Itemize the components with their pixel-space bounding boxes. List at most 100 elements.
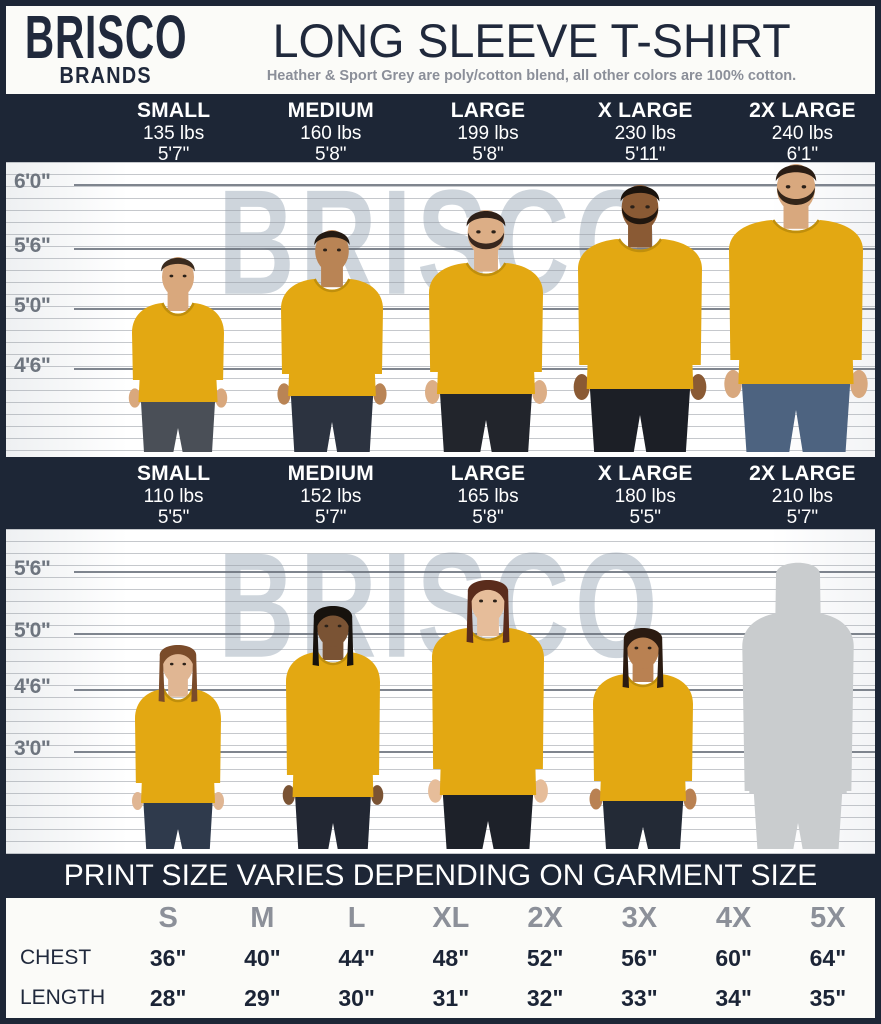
mens-model-row (101, 162, 875, 457)
table-cell-chest-l: 44" (338, 944, 375, 971)
placeholder-silhouette-svg (741, 562, 854, 849)
ruler-label-0: 5'6" (14, 557, 51, 580)
womens-size-column-x-large: X LARGE 180 lbs 5'5" (567, 457, 724, 529)
womens-model-large (411, 529, 566, 854)
ruler-label-2: 4'6" (14, 675, 51, 698)
ruler-major-line-0 (74, 571, 875, 573)
table-column-header-m: M (250, 901, 275, 934)
table-cell-length-5x: 35" (809, 984, 847, 1011)
model-wearing-long-sleeve-tee (717, 162, 875, 457)
ruler-label-1: 5'0" (14, 619, 51, 642)
model-figure-svg (277, 230, 387, 452)
page-title: LONG SLEEVE T-SHIRT (272, 13, 791, 67)
size-height: 5'7" (157, 144, 190, 165)
mens-photo-panel: BRISCO 6'0"5'6"5'0"4'6" (6, 162, 875, 457)
size-weight: 110 lbs (143, 486, 204, 507)
mens-size-columns: SMALL 135 lbs 5'7" MEDIUM 160 lbs 5'8" LARGE 19… (95, 94, 881, 165)
table-column-header-xl: XL (432, 901, 470, 934)
table-row-cells: 28" 29" 30" 31" 32" 33" 34" 35" (121, 985, 875, 1012)
table-row-label: CHEST (20, 946, 92, 969)
model-figure-svg (132, 645, 225, 849)
table-cell-chest-3x: 56" (621, 944, 658, 971)
model-figure-svg (128, 257, 228, 452)
model-wearing-long-sleeve-tee (270, 573, 396, 854)
size-weight: 160 lbs (300, 123, 362, 144)
size-weight: 180 lbs (614, 486, 676, 507)
womens-size-column-large: LARGE 165 lbs 5'8" (409, 457, 566, 529)
womens-size-columns: SMALL 110 lbs 5'5" MEDIUM 152 lbs 5'7" LARGE 16… (95, 457, 881, 529)
mens-size-column-2x-large: 2X LARGE 240 lbs 6'1" (724, 94, 881, 165)
band-gutter (0, 457, 95, 529)
table-cell-chest-xl: 48" (432, 944, 470, 971)
model-figure-svg (425, 210, 547, 452)
table-row-label: LENGTH (20, 986, 106, 1009)
size-height: 6'1" (786, 144, 819, 165)
measurements-table: S M L XL 2X 3X 4X 5X CHEST 36" 40" 44" 48" 52" 56" 60"… (6, 898, 875, 1018)
table-cell-length-2x: 32" (526, 984, 564, 1011)
womens-model-medium (256, 529, 411, 854)
size-height: 5'8" (472, 144, 504, 165)
mens-model-2x-large (717, 162, 875, 457)
size-weight: 230 lbs (614, 123, 676, 144)
table-column-header-l: L (347, 901, 366, 934)
model-figure-svg (589, 628, 697, 849)
model-wearing-long-sleeve-tee (419, 559, 557, 854)
womens-model-x-large (565, 529, 720, 854)
table-header-row: S M L XL 2X 3X 4X 5X (6, 898, 875, 938)
size-height: 5'7" (315, 507, 347, 528)
mens-size-column-x-large: X LARGE 230 lbs 5'11" (567, 94, 724, 165)
fabric-note: Heather & Sport Grey are poly/cotton ble… (266, 67, 797, 84)
table-row-chest: CHEST 36" 40" 44" 48" 52" 56" 60" 64" (6, 938, 875, 978)
ruler-label-1: 5'6" (14, 234, 51, 257)
table-column-header-3x: 3X (621, 901, 658, 934)
table-cell-chest-4x: 60" (715, 944, 752, 971)
womens-size-column-small: SMALL 110 lbs 5'5" (95, 457, 252, 529)
womens-model-2x-large (720, 529, 875, 854)
table-column-header-4x: 4X (715, 901, 752, 934)
size-weight: 135 lbs (142, 123, 205, 144)
brisco-brands-logo: BRISCO BRANDS (6, 6, 196, 94)
table-row-cells: 36" 40" 44" 48" 52" 56" 60" 64" (121, 945, 875, 972)
table-column-header-5x: 5X (810, 901, 846, 934)
logo-subtext: BRANDS (59, 62, 153, 88)
model-wearing-long-sleeve-tee (119, 591, 237, 854)
size-weight: 199 lbs (457, 123, 519, 144)
size-weight: 240 lbs (771, 123, 834, 144)
model-wearing-long-sleeve-tee (267, 190, 397, 457)
size-height: 5'5" (157, 507, 190, 528)
table-row-length: LENGTH 28" 29" 30" 31" 32" 33" 34" 35" (6, 978, 875, 1018)
title-block: LONG SLEEVE T-SHIRT Heather & Sport Grey… (196, 13, 875, 85)
size-height: 5'8" (315, 144, 347, 165)
model-figure-svg (428, 579, 548, 849)
womens-model-small (101, 529, 256, 854)
model-figure-svg (573, 185, 707, 452)
table-cell-chest-2x: 52" (526, 944, 564, 971)
table-column-header-2x: 2X (527, 901, 563, 934)
logo-wordmark: BRISCO (24, 3, 188, 73)
mens-model-x-large (563, 162, 717, 457)
table-cell-length-xl: 31" (432, 984, 470, 1011)
size-name: 2X LARGE (749, 462, 856, 485)
ruler-label-3: 4'6" (14, 354, 51, 377)
table-cell-length-m: 29" (244, 984, 281, 1011)
ruler-label-3: 3'0" (14, 737, 51, 760)
table-cell-chest-s: 36" (149, 944, 187, 971)
table-cell-length-3x: 33" (621, 984, 658, 1011)
mens-model-medium (255, 162, 409, 457)
table-cell-length-4x: 34" (715, 984, 752, 1011)
model-wearing-long-sleeve-tee (578, 583, 708, 854)
womens-model-row (101, 529, 875, 854)
header-bar: BRISCO BRANDS LONG SLEEVE T-SHIRT Heathe… (6, 6, 875, 94)
model-wearing-long-sleeve-tee (416, 180, 556, 457)
model-figure-svg (282, 606, 384, 849)
womens-size-column-medium: MEDIUM 152 lbs 5'7" (252, 457, 409, 529)
model-wearing-long-sleeve-tee (565, 167, 715, 457)
mens-size-column-medium: MEDIUM 160 lbs 5'8" (252, 94, 409, 165)
band-gutter (0, 94, 95, 162)
size-weight: 165 lbs (457, 486, 519, 507)
womens-size-header-band: SMALL 110 lbs 5'5" MEDIUM 152 lbs 5'7" LARGE 16… (0, 457, 881, 529)
table-column-header-s: S (158, 901, 178, 934)
size-weight: 210 lbs (771, 486, 834, 507)
size-height: 5'11" (624, 144, 666, 165)
